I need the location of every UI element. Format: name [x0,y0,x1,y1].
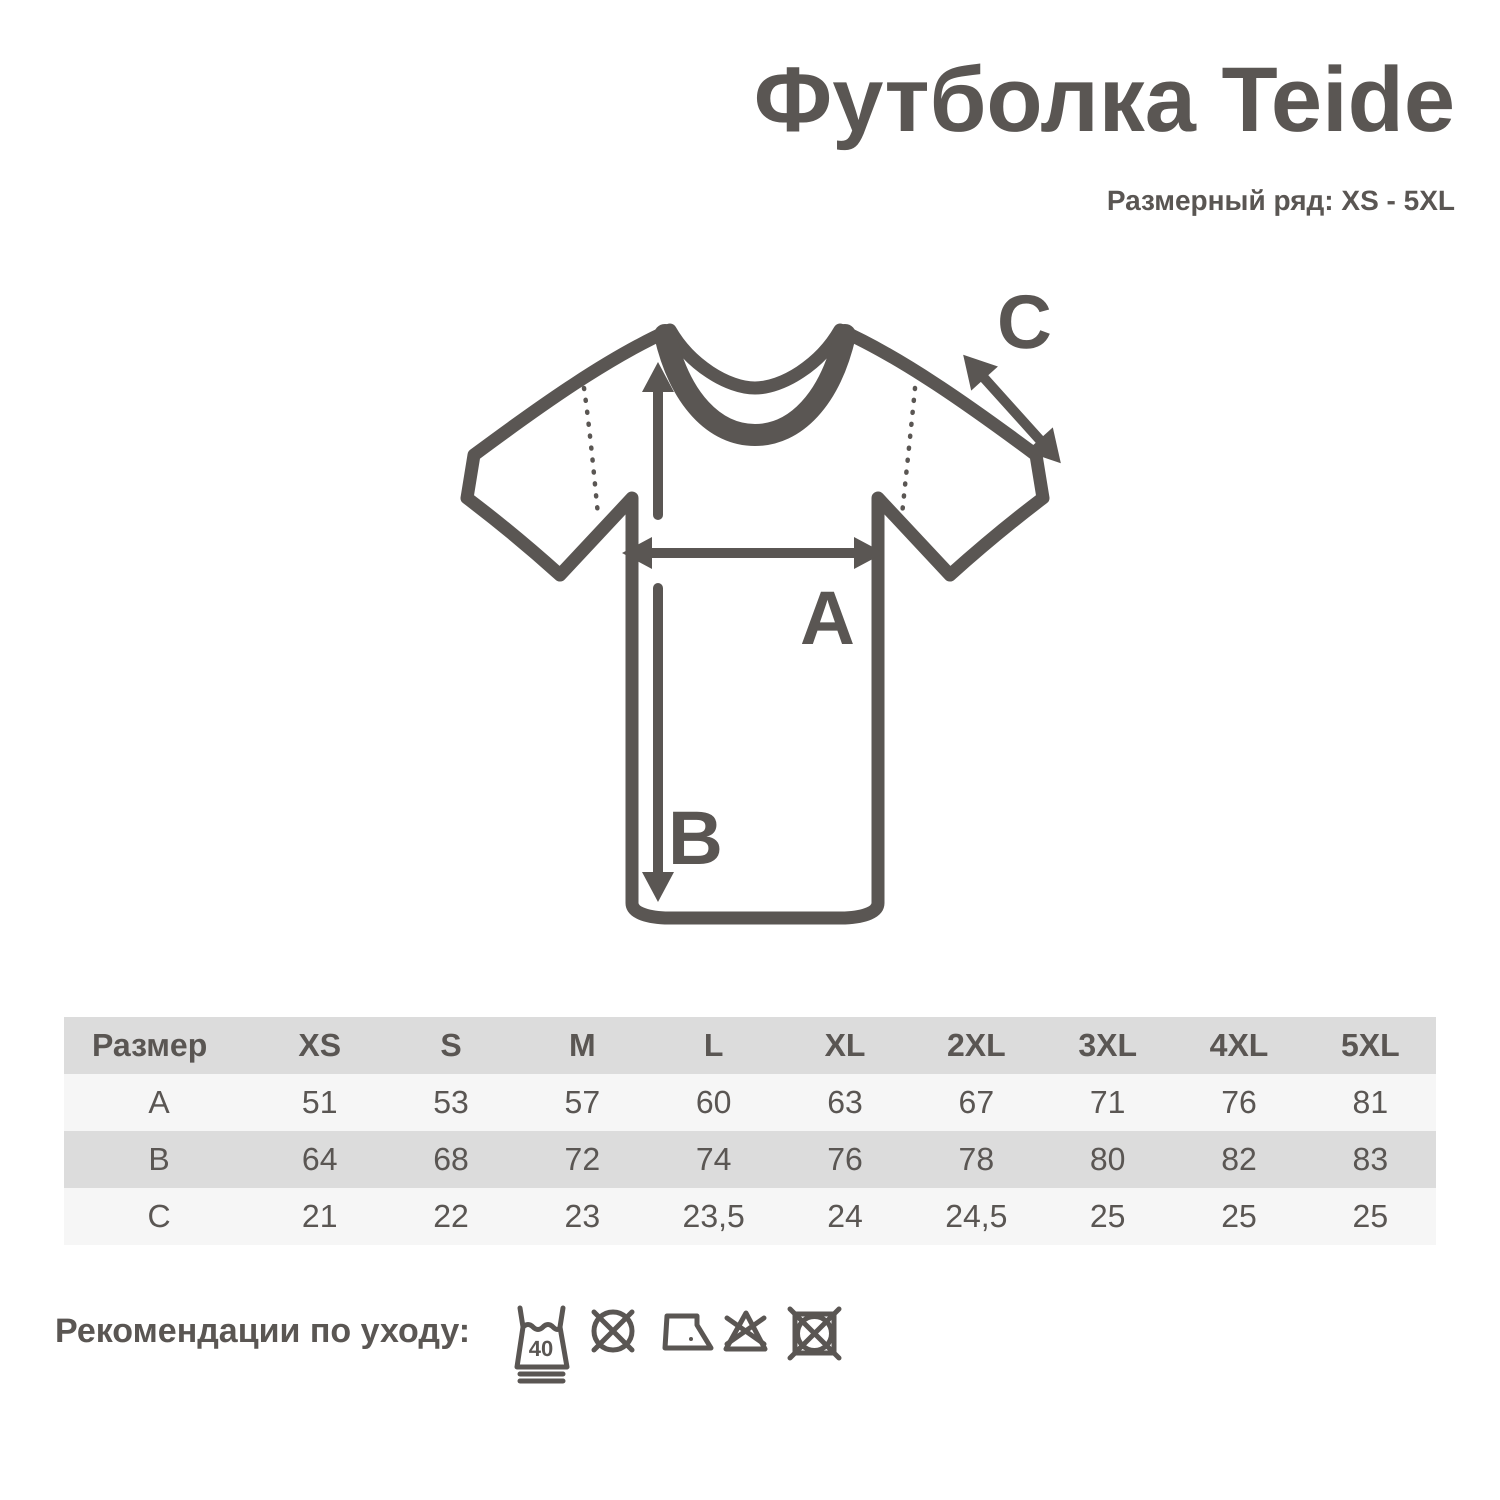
svg-text:40: 40 [529,1336,553,1361]
